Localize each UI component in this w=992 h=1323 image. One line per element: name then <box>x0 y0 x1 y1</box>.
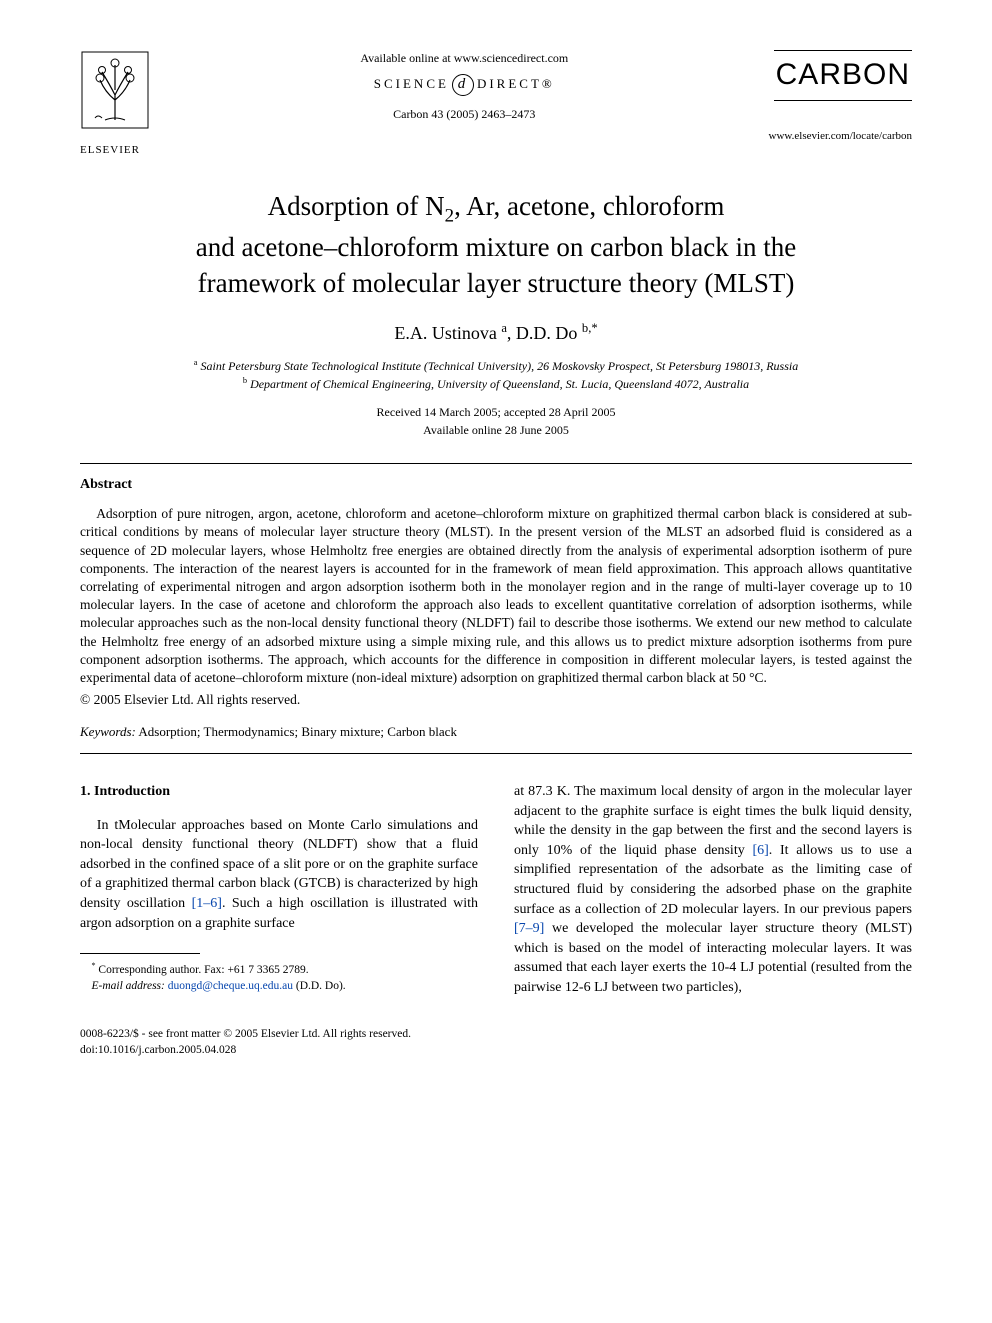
affil-a: Saint Petersburg State Technological Ins… <box>201 359 799 373</box>
doi-line: doi:10.1016/j.carbon.2005.04.028 <box>80 1042 912 1058</box>
title-line3: framework of molecular layer structure t… <box>198 268 795 298</box>
publisher-name: ELSEVIER <box>80 143 160 158</box>
author-2-affil: b,* <box>582 321 598 335</box>
affil-b-sup: b <box>243 376 247 385</box>
title-line1-post: , Ar, acetone, chloroform <box>454 191 724 221</box>
ref-link-7-9[interactable]: [7–9] <box>514 921 544 936</box>
abstract-text: Adsorption of pure nitrogen, argon, acet… <box>80 505 912 687</box>
journal-name: CARBON <box>774 50 912 101</box>
available-online-text: Available online at www.sciencedirect.co… <box>180 50 749 66</box>
article-title: Adsorption of N2, Ar, acetone, chlorofor… <box>80 188 912 302</box>
elsevier-tree-icon <box>80 50 150 135</box>
keywords-label: Keywords: <box>80 724 136 739</box>
intro-paragraph-left: In tMolecular approaches based on Monte … <box>80 816 478 934</box>
ref-link-6[interactable]: [6] <box>752 843 768 858</box>
email-author: (D.D. Do). <box>293 980 346 992</box>
footnote-rule <box>80 953 200 954</box>
author-2: D.D. Do <box>516 323 578 343</box>
intro-paragraph-right: at 87.3 K. The maximum local density of … <box>514 782 912 998</box>
body-columns: 1. Introduction In tMolecular approaches… <box>80 782 912 998</box>
received-date: Received 14 March 2005; accepted 28 Apri… <box>377 405 616 419</box>
sd-right: DIRECT® <box>477 76 555 91</box>
col2-post: we developed the molecular layer structu… <box>514 921 912 995</box>
email-link[interactable]: duongd@cheque.uq.edu.au <box>168 980 293 992</box>
email-footnote: E-mail address: duongd@cheque.uq.edu.au … <box>80 978 478 994</box>
citation-text: Carbon 43 (2005) 2463–2473 <box>180 106 749 122</box>
corresponding-text: Corresponding author. Fax: +61 7 3365 27… <box>98 964 308 976</box>
affiliations: a Saint Petersburg State Technological I… <box>80 357 912 393</box>
affil-b: Department of Chemical Engineering, Univ… <box>250 377 749 391</box>
divider-bottom <box>80 753 912 754</box>
section-heading: 1. Introduction <box>80 782 478 802</box>
author-1: E.A. Ustinova <box>394 323 497 343</box>
column-left: 1. Introduction In tMolecular approaches… <box>80 782 478 998</box>
keywords-text: Adsorption; Thermodynamics; Binary mixtu… <box>136 724 457 739</box>
journal-block: CARBON www.elsevier.com/locate/carbon <box>769 50 912 143</box>
email-label: E-mail address: <box>92 980 165 992</box>
authors: E.A. Ustinova a, D.D. Do b,* <box>80 320 912 345</box>
title-line1-pre: Adsorption of N <box>268 191 445 221</box>
divider-top <box>80 463 912 464</box>
sd-at-icon: d <box>452 74 474 96</box>
header-row: ELSEVIER Available online at www.science… <box>80 50 912 158</box>
abstract-copyright: © 2005 Elsevier Ltd. All rights reserved… <box>80 691 912 709</box>
header-center: Available online at www.sciencedirect.co… <box>160 50 769 122</box>
issn-line: 0008-6223/$ - see front matter © 2005 El… <box>80 1026 912 1042</box>
title-sub: 2 <box>445 205 454 226</box>
footer-meta: 0008-6223/$ - see front matter © 2005 El… <box>80 1026 912 1058</box>
abstract-heading: Abstract <box>80 476 912 495</box>
sciencedirect-logo: SCIENCEdDIRECT® <box>180 74 749 96</box>
author-1-affil: a <box>501 321 507 335</box>
journal-url: www.elsevier.com/locate/carbon <box>769 129 912 144</box>
online-date: Available online 28 June 2005 <box>423 423 569 437</box>
column-right: at 87.3 K. The maximum local density of … <box>514 782 912 998</box>
keywords: Keywords: Adsorption; Thermodynamics; Bi… <box>80 723 912 741</box>
sd-left: SCIENCE <box>374 76 449 91</box>
corresponding-footnote: * Corresponding author. Fax: +61 7 3365 … <box>80 960 478 978</box>
article-dates: Received 14 March 2005; accepted 28 Apri… <box>80 403 912 439</box>
affil-a-sup: a <box>194 358 198 367</box>
publisher-logo: ELSEVIER <box>80 50 160 158</box>
footnote-star: * <box>92 961 96 970</box>
title-line2: and acetone–chloroform mixture on carbon… <box>196 232 797 262</box>
ref-link-1-6[interactable]: [1–6] <box>192 896 222 911</box>
